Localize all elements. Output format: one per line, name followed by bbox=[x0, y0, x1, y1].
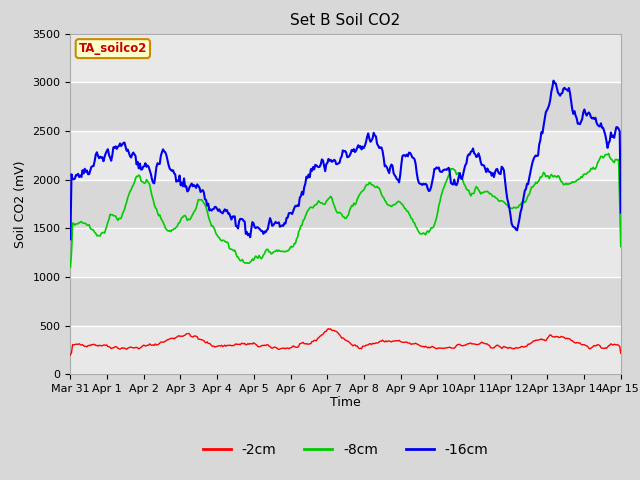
Bar bbox=[70, 131, 621, 180]
Text: TA_soilco2: TA_soilco2 bbox=[79, 42, 147, 55]
Bar bbox=[70, 180, 621, 228]
Bar bbox=[70, 82, 621, 131]
Bar bbox=[70, 326, 621, 374]
X-axis label: Time: Time bbox=[330, 396, 361, 408]
Title: Set B Soil CO2: Set B Soil CO2 bbox=[291, 13, 401, 28]
Bar bbox=[70, 228, 621, 277]
Bar bbox=[70, 34, 621, 82]
Legend: -2cm, -8cm, -16cm: -2cm, -8cm, -16cm bbox=[197, 438, 494, 463]
Y-axis label: Soil CO2 (mV): Soil CO2 (mV) bbox=[14, 160, 27, 248]
Bar bbox=[70, 277, 621, 326]
